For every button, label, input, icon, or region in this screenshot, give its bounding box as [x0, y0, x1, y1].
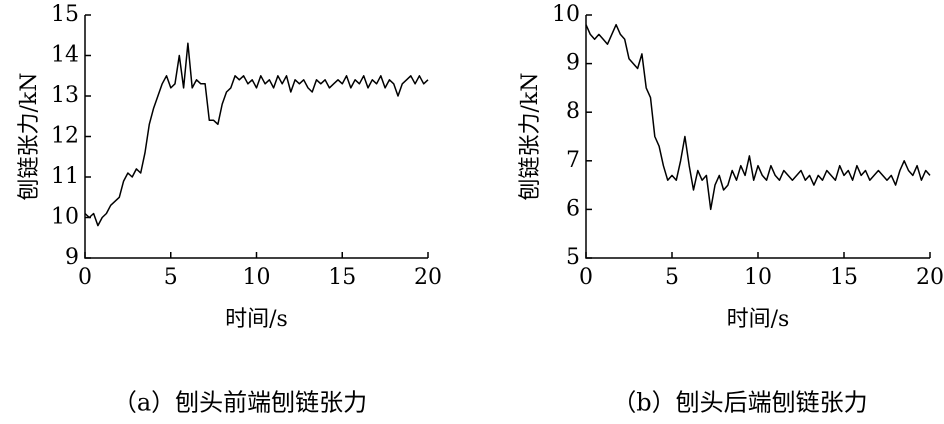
x-axis-label: 时间/s	[225, 307, 288, 332]
x-tick-label: 10	[744, 265, 772, 290]
y-axis-label: 刨链张力/kN	[518, 73, 543, 201]
x-tick-label: 5	[164, 265, 178, 290]
y-tick-label: 15	[51, 2, 79, 27]
y-tick-label: 7	[566, 148, 580, 173]
y-tick-label: 9	[566, 51, 580, 76]
y-tick-label: 13	[51, 83, 79, 108]
y-tick-label: 5	[566, 245, 580, 270]
x-tick-label: 20	[414, 265, 442, 290]
axes	[84, 15, 428, 259]
x-tick-label: 10	[243, 265, 271, 290]
y-axis-label: 刨链张力/kN	[17, 73, 42, 201]
x-tick-label: 15	[328, 265, 356, 290]
x-tick-label: 15	[830, 265, 858, 290]
x-tick-label: 0	[78, 265, 92, 290]
y-tick-label: 9	[65, 245, 79, 270]
y-tick-label: 6	[566, 196, 580, 221]
y-tick-label: 10	[552, 2, 580, 27]
y-tick-label: 12	[51, 124, 79, 149]
y-tick-label: 10	[51, 205, 79, 230]
caption: （b）刨头后端刨链张力	[612, 389, 867, 417]
data-line	[585, 23, 931, 211]
x-tick-label: 0	[579, 265, 593, 290]
caption: （a）刨头前端刨链张力	[113, 389, 367, 417]
y-tick-label: 11	[51, 164, 79, 189]
x-axis-label: 时间/s	[727, 307, 790, 332]
x-tick-label: 5	[665, 265, 679, 290]
y-tick-label: 8	[566, 99, 580, 124]
x-tick-label: 20	[916, 265, 944, 290]
axes	[585, 15, 930, 259]
y-tick-label: 14	[51, 43, 79, 68]
data-line	[84, 42, 429, 227]
